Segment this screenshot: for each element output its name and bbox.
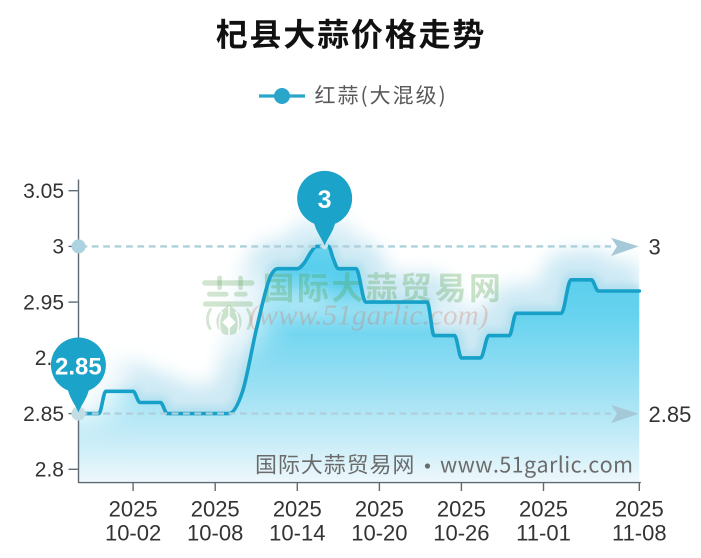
svg-text:2025: 2025 <box>519 497 568 522</box>
svg-text:10-08: 10-08 <box>187 521 243 546</box>
svg-text:3: 3 <box>318 186 332 214</box>
svg-text:2.85: 2.85 <box>55 354 102 381</box>
svg-text:3: 3 <box>649 235 661 260</box>
svg-text:2025: 2025 <box>109 497 158 522</box>
svg-text:11-08: 11-08 <box>612 521 667 546</box>
svg-text:3: 3 <box>52 236 64 259</box>
svg-text:10-26: 10-26 <box>433 521 489 546</box>
svg-text:2.85: 2.85 <box>23 403 64 426</box>
svg-text:10-20: 10-20 <box>351 521 407 546</box>
svg-text:2.95: 2.95 <box>23 291 64 314</box>
svg-text:(www.51garlic.com): (www.51garlic.com) <box>249 300 489 332</box>
svg-text:2025: 2025 <box>437 497 486 522</box>
svg-text:10-02: 10-02 <box>105 521 161 546</box>
svg-text:2.85: 2.85 <box>649 402 692 427</box>
svg-text:2025: 2025 <box>191 497 240 522</box>
svg-text:2025: 2025 <box>355 497 404 522</box>
svg-text:11-01: 11-01 <box>516 521 571 546</box>
svg-text:2025: 2025 <box>273 497 322 522</box>
svg-text:2.8: 2.8 <box>35 459 64 482</box>
svg-text:10-14: 10-14 <box>269 521 325 546</box>
svg-text:3.05: 3.05 <box>23 180 64 203</box>
svg-text:2025: 2025 <box>615 497 664 522</box>
